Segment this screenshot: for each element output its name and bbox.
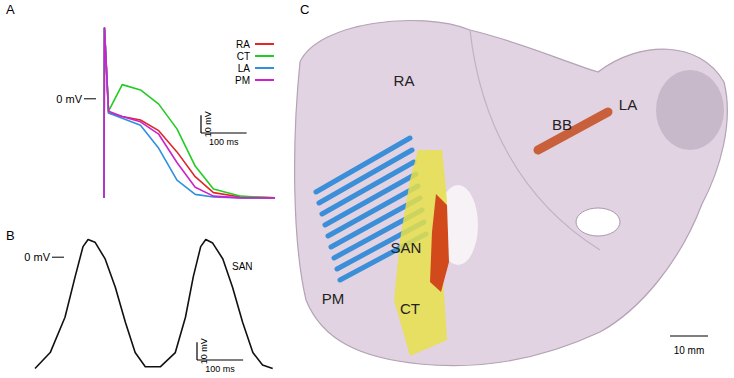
scale-label: 10 mm [674, 345, 705, 356]
scale-bar [196, 342, 197, 360]
legend-label: PM [235, 75, 250, 86]
opening [576, 208, 620, 236]
legend-swatch [255, 67, 274, 69]
scale-label: 100 ms [205, 364, 235, 374]
region-label: CT [400, 300, 420, 317]
annotation: 0 mV [56, 93, 82, 105]
trace [104, 28, 275, 198]
trace [104, 28, 275, 198]
trace [35, 240, 273, 369]
scale-bar [670, 335, 708, 336]
panel-letter: B [6, 228, 15, 243]
figure: A0 mV10 mV100 msRACTLAPMB0 mV10 mV100 ms… [0, 0, 734, 378]
scale-bar [201, 132, 247, 133]
plot-area [35, 240, 273, 369]
la-shading [656, 70, 724, 150]
scale-bar [197, 359, 243, 360]
trace [104, 28, 275, 198]
zero-tick [84, 98, 96, 99]
panel-letter: C [300, 2, 309, 17]
zero-tick [52, 257, 64, 258]
plot-area [104, 28, 275, 198]
legend-swatch [255, 55, 274, 57]
bb-region [538, 112, 608, 150]
trace [104, 28, 275, 198]
trace-label: SAN [232, 261, 253, 272]
legend-swatch [255, 43, 274, 45]
legend-label: RA [236, 39, 250, 50]
atria-body [295, 20, 728, 365]
region-label: RA [394, 72, 415, 89]
region-label: BB [552, 116, 572, 133]
annotation: 0 mV [24, 251, 50, 263]
legend-label: LA [238, 63, 251, 74]
panel-letter: A [6, 2, 15, 17]
legend-label: CT [237, 51, 250, 62]
scale-bar [200, 115, 201, 133]
region-label: PM [322, 290, 345, 307]
scale-label: 100 ms [209, 137, 239, 147]
region-label: LA [619, 96, 637, 113]
legend-swatch [255, 79, 274, 81]
region-label: SAN [391, 239, 422, 256]
pm-stripe [325, 174, 416, 225]
san-region [430, 194, 449, 292]
